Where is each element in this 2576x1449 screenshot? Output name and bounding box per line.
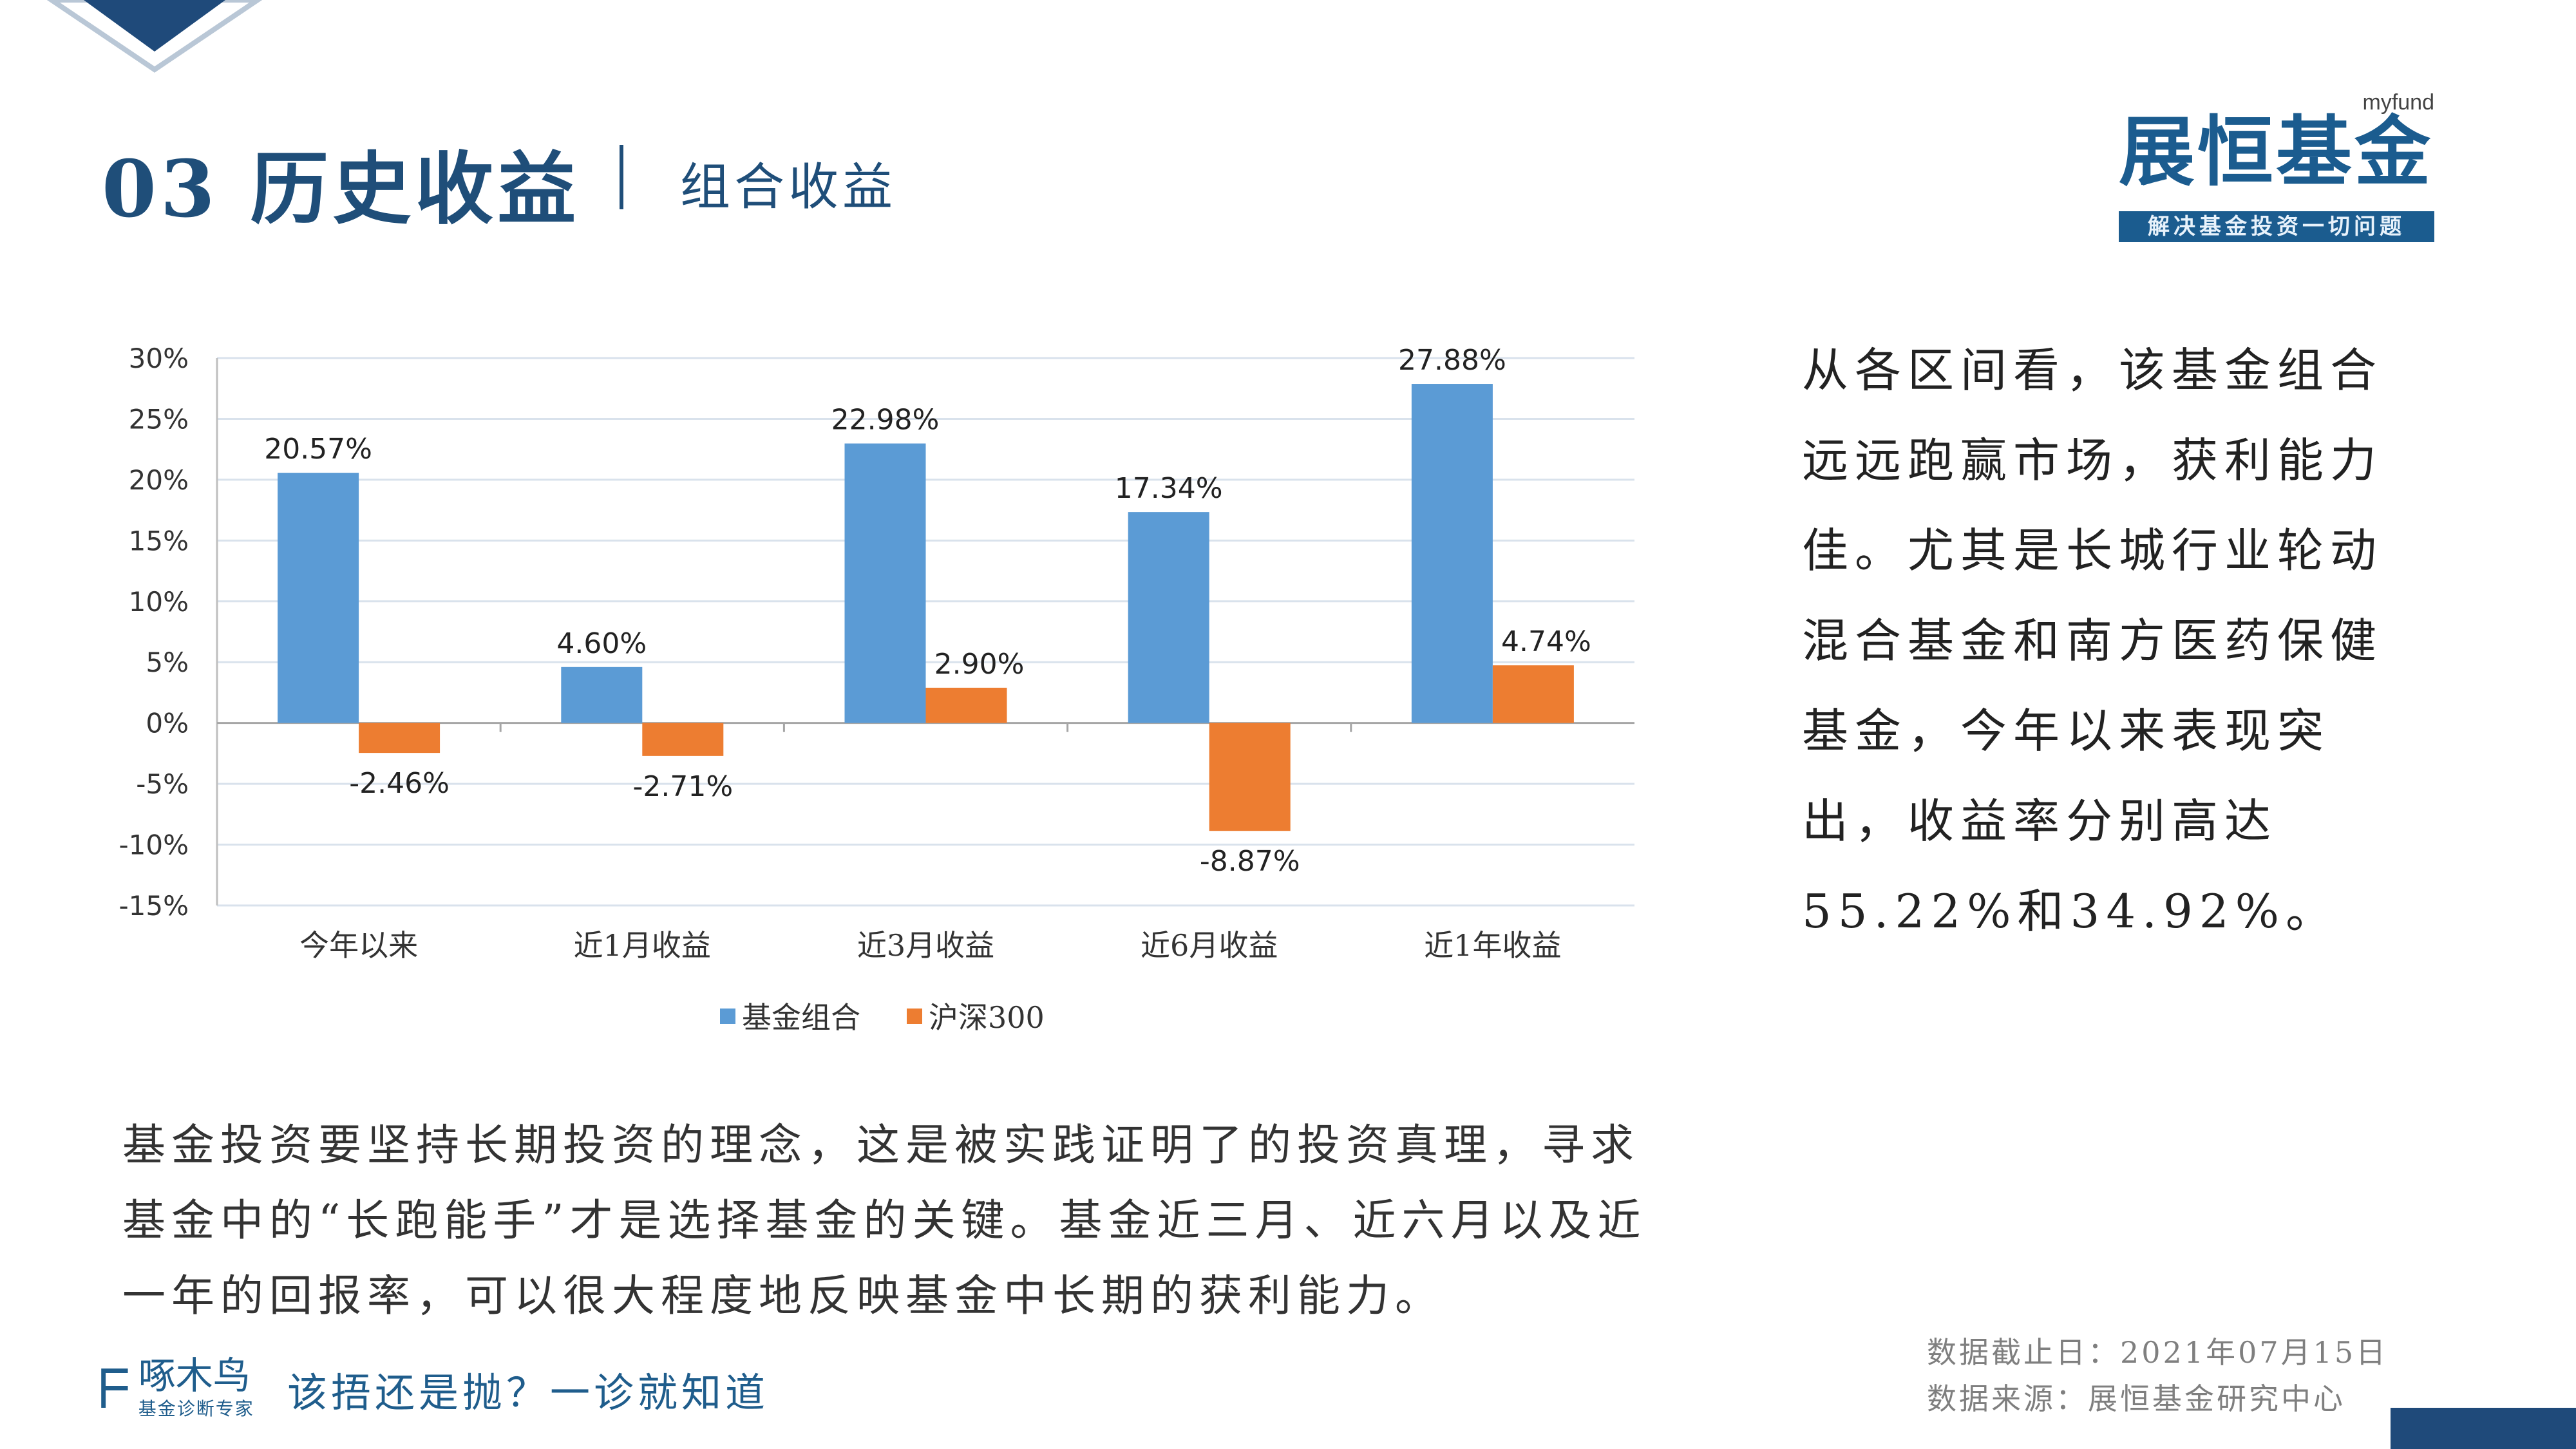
logo-slogan: 解决基金投资一切问题 [2119, 211, 2434, 242]
bar-fund-portfolio [1128, 512, 1209, 723]
y-tick-label: -10% [118, 829, 189, 861]
bar-csi300 [1492, 665, 1574, 723]
y-tick-label: 25% [129, 403, 189, 435]
brand-logo: myfund 展恒基金 解决基金投资一切问题 [2119, 90, 2434, 242]
footer-slogan: 该捂还是抛？一诊就知道 [287, 1369, 770, 1416]
x-tick-label: 近3月收益 [857, 928, 994, 963]
legend-label: 沪深300 [929, 1000, 1045, 1035]
title-divider [620, 145, 623, 209]
data-label: 22.98% [831, 404, 940, 437]
data-label: -2.71% [632, 770, 733, 803]
y-tick-label: 10% [129, 586, 189, 618]
y-tick-label: 20% [129, 464, 189, 496]
bar-fund-portfolio [844, 443, 926, 723]
x-tick-label: 近1月收益 [574, 928, 711, 963]
y-tick-label: 5% [146, 647, 189, 678]
logo-tag: myfund [2362, 90, 2435, 115]
y-tick-label: -5% [136, 768, 189, 800]
bar-csi300 [642, 723, 724, 756]
legend-swatch-fund-portfolio [720, 1009, 735, 1024]
footer-brand: 啄木鸟 [138, 1355, 251, 1397]
returns-bar-chart: 30% 25% 20% 15% 10% 5% 0% -5% -10% -15% 今年以来 20.57%… [118, 343, 1634, 1035]
data-date-note: 数据截止日：2021年07月15日 [1927, 1335, 2389, 1370]
bar-fund-portfolio [561, 667, 643, 723]
bar-csi300 [925, 687, 1007, 723]
page-title: 03 历史收益 [102, 142, 580, 235]
legend-label: 基金组合 [742, 1000, 860, 1035]
data-label: 4.74% [1501, 625, 1591, 658]
y-tick-label: 0% [146, 708, 189, 739]
data-label: 4.60% [556, 627, 647, 660]
data-label: -2.46% [349, 767, 450, 800]
x-tick-label: 今年以来 [299, 928, 418, 963]
analysis-text: 从各区间看，该基金组合远远跑赢市场，获利能力佳。尤其是长城行业轮动混合基金和南方… [1802, 343, 2383, 938]
y-tick-label: 15% [129, 525, 189, 556]
logo-name: 展恒基金 [2119, 110, 2434, 195]
x-tick-label: 近1年收益 [1424, 928, 1561, 963]
corner-chevron-decoration [46, 0, 263, 73]
x-tick-label: 近6月收益 [1141, 928, 1278, 963]
investment-philosophy-text: 基金投资要坚持长期投资的理念，这是被实践证明了的投资真理，寻求基金中的“长跑能手… [122, 1120, 1647, 1321]
woodpecker-logo: ᖴ 啄木鸟 基金诊断专家 [99, 1358, 254, 1421]
data-label: 2.90% [934, 648, 1025, 681]
corner-block-decoration [2391, 1408, 2576, 1449]
bar-csi300 [1209, 723, 1291, 831]
bar-csi300 [359, 723, 440, 753]
y-tick-label: -15% [118, 890, 189, 922]
data-label: 20.57% [264, 433, 372, 466]
bar-fund-portfolio [1411, 384, 1493, 723]
data-label: 27.88% [1398, 344, 1506, 377]
woodpecker-icon: ᖴ [99, 1359, 131, 1419]
page-subtitle: 组合收益 [680, 158, 897, 216]
y-tick-label: 30% [129, 343, 189, 374]
data-label: -8.87% [1200, 845, 1300, 878]
bar-fund-portfolio [278, 473, 359, 723]
data-label: 17.34% [1115, 472, 1223, 505]
footer-brand-sub: 基金诊断专家 [138, 1399, 254, 1419]
legend-swatch-csi300 [907, 1009, 922, 1024]
data-source-note: 数据来源：展恒基金研究中心 [1927, 1381, 2345, 1416]
